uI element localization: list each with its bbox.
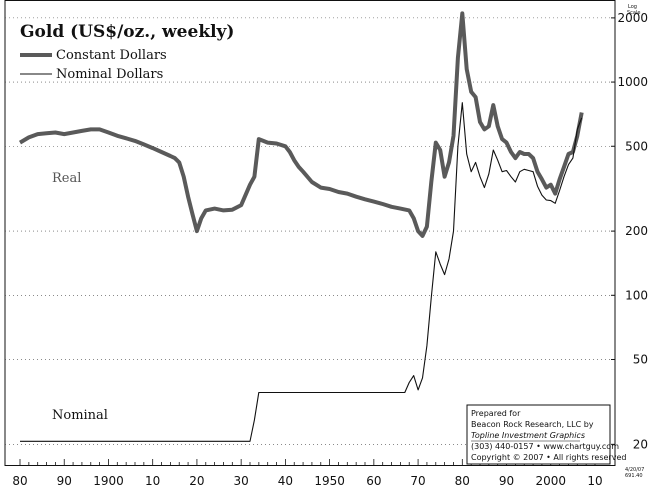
x-tick-label-1950: 1950: [314, 474, 345, 488]
log-scale-note-top: Log: [628, 4, 637, 10]
x-tick-label-90: 90: [57, 474, 72, 488]
date-note-top: 4/20/07: [625, 467, 644, 473]
credit-line-4: (303) 440-0157 • www.chartguy.com: [471, 442, 619, 451]
x-tick-label-70: 70: [410, 474, 425, 488]
x-tick-label-1900: 1900: [93, 474, 124, 488]
credit-line-1: Prepared for: [471, 409, 521, 418]
y-tick-label-50: 50: [633, 352, 648, 366]
x-tick-label-10: 10: [587, 474, 602, 488]
y-tick-label-200: 200: [625, 224, 648, 238]
x-axis: 80 90 1900 10 20 30 40 1950 60 70 80 90 2000 10: [12, 459, 603, 488]
plot-frame: [4, 0, 616, 466]
y-tick-label-1000: 1000: [617, 75, 648, 89]
y-axis: 20 50 100 200 500 1000 2000: [611, 11, 648, 451]
x-tick-label-80: 80: [12, 474, 27, 488]
series-line-constant-dollars: [18, 11, 584, 238]
credit-box-frame: [466, 404, 611, 465]
x-tick-label-10: 10: [145, 474, 160, 488]
credit-line-3: Topline Investment Graphics: [471, 431, 585, 440]
x-tick-label-30: 30: [234, 474, 249, 488]
date-note-bottom: 691.40: [625, 473, 643, 479]
series-label-nominal: Nominal: [52, 408, 108, 423]
series-label-real: Real: [52, 171, 81, 186]
x-tick-label-90: 90: [499, 474, 514, 488]
series-line-nominal-dollars: [20, 102, 583, 442]
credit-box: Prepared for Beacon Rock Research, LLC b…: [466, 404, 626, 465]
y-tick-label-500: 500: [625, 139, 648, 153]
y-tick-label-20: 20: [633, 437, 648, 451]
log-scale-note-bottom: Scale: [627, 10, 640, 16]
x-tick-label-20: 20: [189, 474, 204, 488]
legend-label-nominal: Nominal Dollars: [56, 67, 163, 82]
x-tick-label-2000: 2000: [535, 474, 566, 488]
series-lines: [18, 11, 584, 442]
credit-line-2: Beacon Rock Research, LLC by: [471, 420, 594, 429]
chart-title: Gold (US$/oz., weekly): [20, 22, 234, 42]
y-tick-label-2000: 2000: [617, 11, 648, 25]
legend-label-constant: Constant Dollars: [56, 48, 167, 63]
y-tick-label-100: 100: [625, 288, 648, 302]
x-tick-label-40: 40: [278, 474, 293, 488]
x-tick-label-80: 80: [455, 474, 470, 488]
legend: Constant Dollars Nominal Dollars: [20, 48, 167, 82]
x-tick-label-60: 60: [366, 474, 381, 488]
credit-line-5: Copyright © 2007 • All rights reserved: [471, 453, 626, 462]
